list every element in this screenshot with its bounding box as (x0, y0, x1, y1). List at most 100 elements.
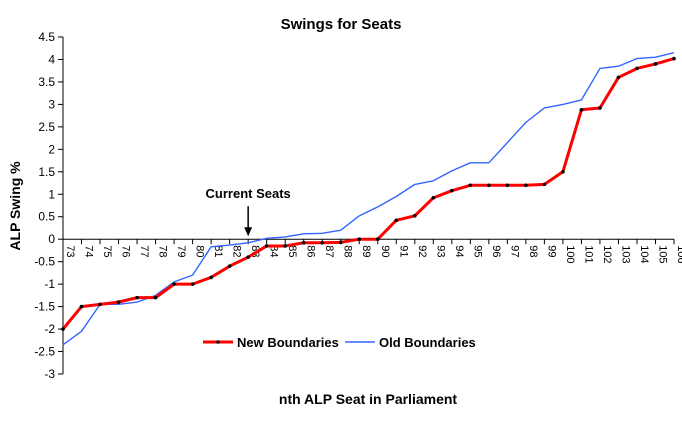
data-point-new-boundaries (431, 196, 436, 200)
y-axis-title: ALP Swing % (7, 161, 23, 251)
legend: New Boundaries Old Boundaries (203, 335, 476, 350)
x-tick-label: 92 (416, 245, 428, 257)
x-tick-label: 102 (601, 245, 613, 263)
data-point-new-boundaries (135, 295, 139, 300)
y-tick-label: 1 (48, 187, 55, 201)
data-point-new-boundaries (338, 240, 343, 245)
y-tick-label: -1.5 (34, 300, 55, 314)
data-point-new-boundaries (598, 106, 602, 110)
y-tick-label: -3 (44, 367, 55, 381)
data-point-new-boundaries (283, 244, 287, 248)
legend-marker-new-boundaries (216, 340, 220, 344)
x-tick-label: 93 (434, 245, 446, 257)
data-point-new-boundaries (190, 282, 195, 286)
data-point-new-boundaries (357, 237, 362, 241)
data-point-new-boundaries (153, 295, 158, 300)
series-line-new-boundaries (61, 57, 675, 331)
y-tick-label: -2.5 (34, 345, 55, 359)
data-point-new-boundaries (450, 188, 454, 193)
y-tick-label: -1 (44, 277, 55, 291)
legend-label-new-boundaries: New Boundaries (237, 335, 339, 350)
x-tick-label: 96 (490, 245, 502, 257)
x-tick-label: 76 (120, 245, 132, 257)
x-tick-label: 85 (286, 245, 298, 257)
data-point-new-boundaries (246, 255, 250, 259)
y-tick-label: 2 (48, 142, 55, 156)
data-point-new-boundaries (653, 62, 658, 66)
data-point-new-boundaries (61, 327, 65, 331)
x-tick-label: 79 (175, 245, 187, 257)
data-point-new-boundaries (487, 183, 491, 188)
x-tick-label: 81 (212, 245, 224, 257)
data-point-new-boundaries (172, 282, 176, 286)
x-tick-label: 95 (471, 245, 483, 257)
data-point-new-boundaries (635, 66, 639, 71)
data-point-new-boundaries (616, 75, 621, 80)
data-point-new-boundaries (301, 240, 306, 245)
annotation-arrow-head (244, 227, 253, 237)
y-axis-title-group: ALP Swing % (7, 161, 23, 251)
annotation-current-seats: Current Seats (206, 186, 291, 201)
x-tick-label: 91 (397, 245, 409, 257)
x-tick-label: 74 (83, 245, 95, 257)
y-tick-label: 3.5 (38, 75, 55, 89)
y-tick-label: 0 (48, 232, 55, 246)
y-tick-label: 1.5 (38, 165, 55, 179)
x-tick-label: 73 (64, 245, 76, 257)
x-tick-label: 106 (675, 245, 682, 263)
annotation-layer: Current Seats (206, 186, 291, 237)
series-line-old-boundaries (62, 52, 675, 346)
series-layer (61, 52, 676, 346)
data-point-new-boundaries (79, 304, 84, 309)
x-tick-label: 88 (342, 245, 354, 257)
data-point-new-boundaries (542, 182, 547, 187)
x-tick-label: 75 (101, 245, 113, 257)
x-tick-label: 103 (619, 245, 631, 263)
x-tick-label: 99 (545, 245, 557, 257)
axes: 4.5 4 3.5 3 2.5 2 1.5 1 0.5 0 -0.5 -1 -1.5 -2 -2.5 -3 73… (34, 30, 682, 381)
x-tick-label: 87 (323, 245, 335, 257)
data-point-new-boundaries (561, 170, 565, 174)
x-tick-label: 86 (305, 245, 317, 257)
data-point-new-boundaries (227, 264, 232, 268)
data-point-new-boundaries (672, 56, 676, 61)
data-point-new-boundaries (264, 244, 269, 248)
data-point-new-boundaries (320, 240, 325, 245)
data-point-new-boundaries (116, 300, 121, 304)
x-tick-label: 98 (527, 245, 539, 257)
y-tick-label: 4.5 (38, 30, 55, 44)
data-point-new-boundaries (505, 183, 510, 188)
x-tick-label: 82 (231, 245, 243, 257)
data-point-new-boundaries (98, 302, 102, 307)
x-tick-label: 78 (157, 245, 169, 257)
x-tick-label: 89 (360, 245, 372, 257)
data-point-new-boundaries (375, 237, 380, 241)
y-tick-label: 2.5 (38, 120, 55, 134)
y-tick-label: -0.5 (34, 255, 55, 269)
y-tick-label: 4 (48, 52, 55, 66)
x-tick-label: 104 (638, 245, 650, 263)
x-tick-label: 97 (508, 245, 520, 257)
x-axis-title: nth ALP Seat in Parliament (279, 391, 457, 407)
y-tick-label: 3 (48, 97, 55, 111)
x-tick-label: 80 (194, 245, 206, 257)
data-point-new-boundaries (468, 183, 473, 188)
x-tick-label: 101 (582, 245, 594, 263)
data-point-new-boundaries (579, 107, 584, 112)
x-tick-label: 84 (268, 245, 280, 257)
data-point-new-boundaries (209, 275, 213, 280)
data-point-new-boundaries (524, 183, 528, 188)
x-tick-label: 90 (379, 245, 391, 257)
x-tick-label: 105 (656, 245, 668, 263)
x-tick-label: 94 (453, 245, 465, 257)
data-point-new-boundaries (412, 214, 417, 218)
y-tick-label: 0.5 (38, 210, 55, 224)
chart-title: Swings for Seats (281, 16, 402, 33)
legend-label-old-boundaries: Old Boundaries (379, 335, 476, 350)
y-tick-label: -2 (44, 322, 55, 336)
x-tick-label: 77 (138, 245, 150, 257)
data-point-new-boundaries (394, 218, 399, 223)
x-tick-label: 100 (564, 245, 576, 263)
